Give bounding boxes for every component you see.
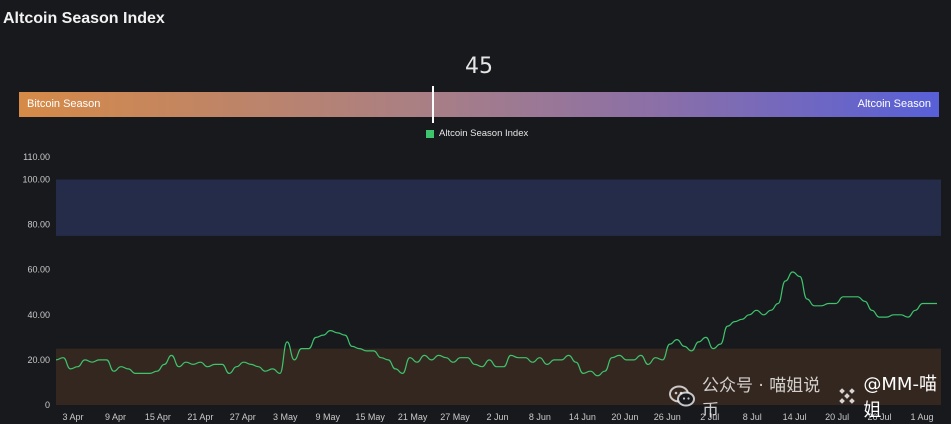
y-tick-label: 60.00 — [27, 265, 50, 275]
gauge-right-label: Altcoin Season — [857, 98, 931, 110]
x-tick-label: 15 May — [355, 412, 385, 422]
binance-icon — [837, 386, 857, 406]
watermark-handle: @MM-喵姐 — [863, 374, 937, 421]
chart-legend[interactable]: Altcoin Season Index — [426, 128, 528, 139]
x-tick-label: 20 Jun — [611, 412, 638, 422]
x-tick-label: 8 Jul — [743, 412, 762, 422]
x-tick-label: 20 Jul — [825, 412, 849, 422]
y-tick-label: 110.00 — [23, 152, 50, 162]
wechat-icon — [668, 382, 696, 410]
gauge-left-label: Bitcoin Season — [27, 98, 101, 110]
legend-swatch — [426, 129, 434, 138]
season-gauge-bar: Bitcoin Season Altcoin Season — [19, 86, 939, 123]
gauge-marker — [432, 86, 434, 123]
page-title: Altcoin Season Index — [3, 10, 165, 27]
x-tick-label: 14 Jun — [569, 412, 596, 422]
x-tick-label: 21 Apr — [187, 412, 213, 422]
x-tick-label: 26 Jul — [868, 412, 892, 422]
chart-band-0 — [56, 179, 941, 236]
x-tick-label: 1 Aug — [910, 412, 933, 422]
x-tick-label: 2 Jul — [700, 412, 719, 422]
gauge-value: 45 — [465, 54, 493, 79]
y-tick-label: 0 — [45, 400, 50, 410]
x-tick-label: 3 Apr — [62, 412, 83, 422]
x-tick-label: 27 Apr — [230, 412, 256, 422]
y-tick-label: 100.00 — [22, 175, 50, 185]
x-tick-label: 9 Apr — [105, 412, 126, 422]
y-tick-label: 20.00 — [27, 355, 50, 365]
chart-band-1 — [56, 348, 941, 405]
legend-label: Altcoin Season Index — [439, 128, 529, 139]
x-tick-label: 26 Jun — [654, 412, 681, 422]
x-tick-label: 3 May — [273, 412, 298, 422]
y-tick-label: 40.00 — [27, 310, 50, 320]
x-tick-label: 2 Jun — [486, 412, 508, 422]
y-tick-label: 80.00 — [27, 220, 50, 230]
x-tick-label: 21 May — [398, 412, 428, 422]
x-tick-label: 9 May — [315, 412, 340, 422]
watermark: 公众号 · 喵姐说币 @MM-喵姐 — [668, 370, 951, 422]
x-tick-label: 14 Jul — [783, 412, 807, 422]
series-line-altcoin-season-index — [55, 271, 937, 377]
x-tick-label: 15 Apr — [145, 412, 171, 422]
watermark-text: 公众号 · 喵姐说币 — [702, 376, 821, 421]
x-tick-label: 27 May — [440, 412, 470, 422]
x-tick-label: 8 Jun — [529, 412, 551, 422]
